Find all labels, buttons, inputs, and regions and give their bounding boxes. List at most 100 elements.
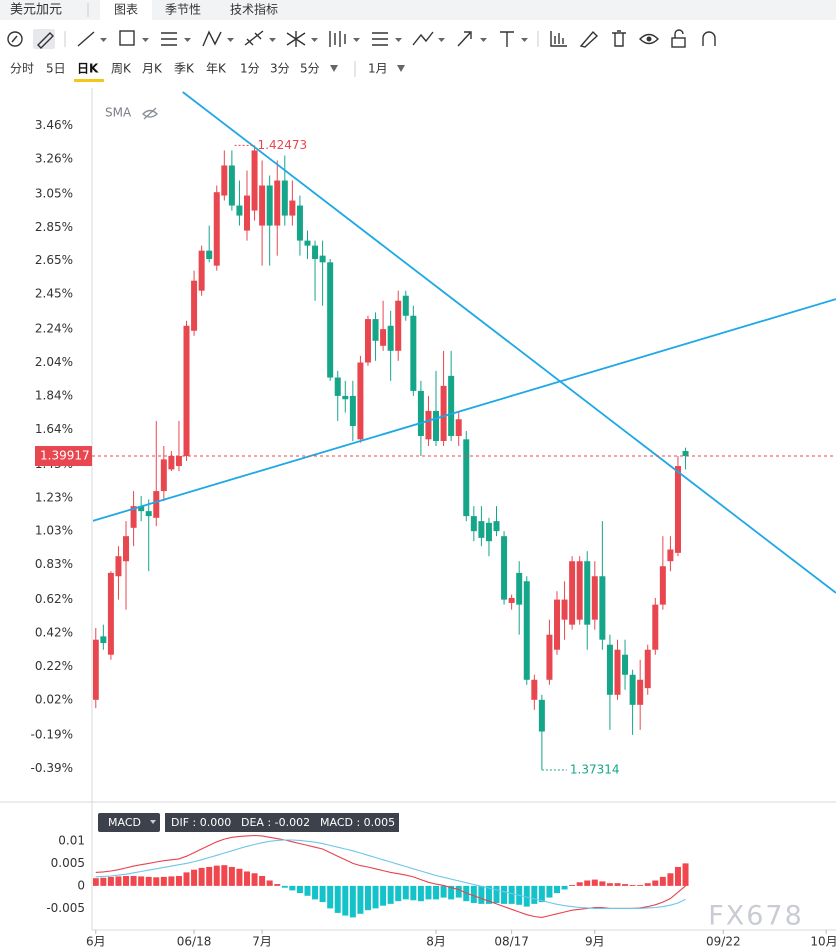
histogram-bar bbox=[312, 885, 319, 900]
period-option[interactable]: 3分 bbox=[270, 62, 290, 76]
period-option[interactable]: 5日 bbox=[46, 62, 66, 76]
histogram-bar bbox=[485, 885, 492, 904]
candle-body bbox=[470, 516, 477, 532]
tool-icon[interactable] bbox=[33, 29, 55, 49]
candle-body bbox=[576, 561, 583, 620]
histogram-bar bbox=[561, 885, 568, 890]
tool-icon[interactable] bbox=[202, 30, 234, 47]
y-tick-label: 0.42% bbox=[35, 626, 73, 640]
candle-body bbox=[591, 576, 598, 620]
dropdown-caret[interactable] bbox=[397, 65, 405, 72]
candle-body bbox=[213, 192, 220, 266]
histogram-bar bbox=[107, 876, 114, 886]
candle-body bbox=[614, 649, 621, 695]
histogram-bar bbox=[659, 876, 666, 886]
histogram-bar bbox=[440, 885, 447, 898]
tool-icon[interactable] bbox=[119, 30, 149, 46]
candle-body bbox=[417, 390, 424, 436]
histogram-bar bbox=[334, 885, 341, 913]
histogram-bar bbox=[410, 885, 417, 901]
x-tick-label: 09/22 bbox=[706, 935, 741, 949]
period-option[interactable]: 1分 bbox=[240, 62, 260, 76]
histogram-bar bbox=[508, 885, 515, 904]
tool-icon[interactable] bbox=[244, 30, 276, 46]
tool-icon[interactable] bbox=[286, 31, 318, 47]
candle-body bbox=[682, 451, 689, 457]
histogram-bar bbox=[266, 880, 273, 886]
candle-body bbox=[115, 556, 122, 577]
histogram-bar bbox=[206, 866, 213, 886]
candle-body bbox=[123, 536, 130, 562]
period-option[interactable]: 日K bbox=[77, 62, 99, 76]
tool-icon[interactable] bbox=[412, 31, 445, 46]
y-tick-label: 3.46% bbox=[35, 118, 73, 132]
tool-icon[interactable] bbox=[579, 30, 599, 48]
period-option[interactable]: 5分 bbox=[300, 62, 320, 76]
tool-icon[interactable] bbox=[329, 31, 360, 47]
histogram-bar bbox=[584, 880, 591, 886]
tool-icon[interactable] bbox=[702, 31, 716, 46]
histogram-bar bbox=[674, 866, 681, 886]
dropdown-caret[interactable] bbox=[330, 65, 338, 72]
candle-body bbox=[183, 325, 190, 457]
histogram-bar bbox=[569, 884, 576, 886]
x-tick-label: 10月 bbox=[810, 935, 836, 949]
dropdown-caret[interactable] bbox=[150, 820, 156, 824]
histogram-bar bbox=[538, 885, 545, 903]
candle-body bbox=[538, 699, 545, 732]
readout: DEA : -0.002 bbox=[241, 816, 310, 829]
histogram-bar bbox=[622, 884, 629, 886]
tool-icon[interactable] bbox=[161, 32, 191, 46]
y-tick-label: 1.84% bbox=[35, 388, 73, 402]
y-tick-label: -0.39% bbox=[31, 761, 73, 775]
period-option[interactable]: 年K bbox=[206, 62, 227, 76]
candle-body bbox=[160, 459, 167, 492]
tool-icon[interactable] bbox=[550, 31, 567, 47]
visibility-icon[interactable] bbox=[142, 107, 158, 120]
candle-body bbox=[342, 395, 349, 400]
candle-body bbox=[372, 319, 379, 341]
active-tab bbox=[100, 0, 152, 20]
period-option[interactable]: 周K bbox=[111, 62, 132, 76]
indicator-select[interactable] bbox=[98, 813, 160, 832]
histogram-bar bbox=[115, 876, 122, 886]
candle-body bbox=[319, 255, 326, 263]
range-select[interactable]: 1月 bbox=[368, 62, 388, 76]
candle-body bbox=[674, 466, 681, 553]
tool-icon[interactable] bbox=[612, 30, 626, 47]
candle-body bbox=[554, 599, 560, 650]
tab[interactable]: 季节性 bbox=[165, 3, 201, 17]
histogram-bar bbox=[554, 885, 560, 894]
tab[interactable]: 技术指标 bbox=[230, 2, 278, 17]
histogram-bar bbox=[236, 868, 243, 886]
candle-body bbox=[138, 506, 145, 512]
histogram-bar bbox=[228, 866, 235, 886]
histogram-bar bbox=[213, 865, 220, 886]
histogram-bar bbox=[296, 885, 303, 894]
candle-body bbox=[206, 250, 213, 259]
tool-icon[interactable] bbox=[7, 31, 23, 47]
candle-body bbox=[304, 240, 311, 246]
candle-body bbox=[221, 165, 228, 196]
candle-body bbox=[629, 674, 636, 705]
period-option[interactable]: 季K bbox=[174, 62, 195, 76]
tool-icon[interactable] bbox=[671, 29, 686, 48]
candle-body bbox=[659, 566, 666, 605]
histogram-bar bbox=[191, 869, 198, 886]
period-option[interactable]: 月K bbox=[142, 62, 163, 76]
candle-body bbox=[485, 522, 492, 542]
candle-body bbox=[244, 195, 250, 231]
period-option[interactable]: 分时 bbox=[10, 62, 34, 76]
symbol-title: 美元加元 bbox=[10, 3, 62, 18]
tool-icon[interactable] bbox=[77, 31, 107, 47]
tab[interactable]: 图表 bbox=[114, 3, 138, 17]
tool-icon[interactable] bbox=[639, 33, 659, 45]
tool-icon[interactable] bbox=[500, 31, 528, 47]
y-tick-label: 0.01 bbox=[58, 833, 85, 847]
histogram-bar bbox=[244, 871, 250, 886]
tool-icon[interactable] bbox=[457, 31, 487, 47]
tool-icon[interactable] bbox=[372, 32, 402, 46]
histogram-bar bbox=[455, 885, 462, 898]
histogram-bar bbox=[402, 885, 409, 900]
y-tick-label: 1.23% bbox=[35, 490, 73, 504]
